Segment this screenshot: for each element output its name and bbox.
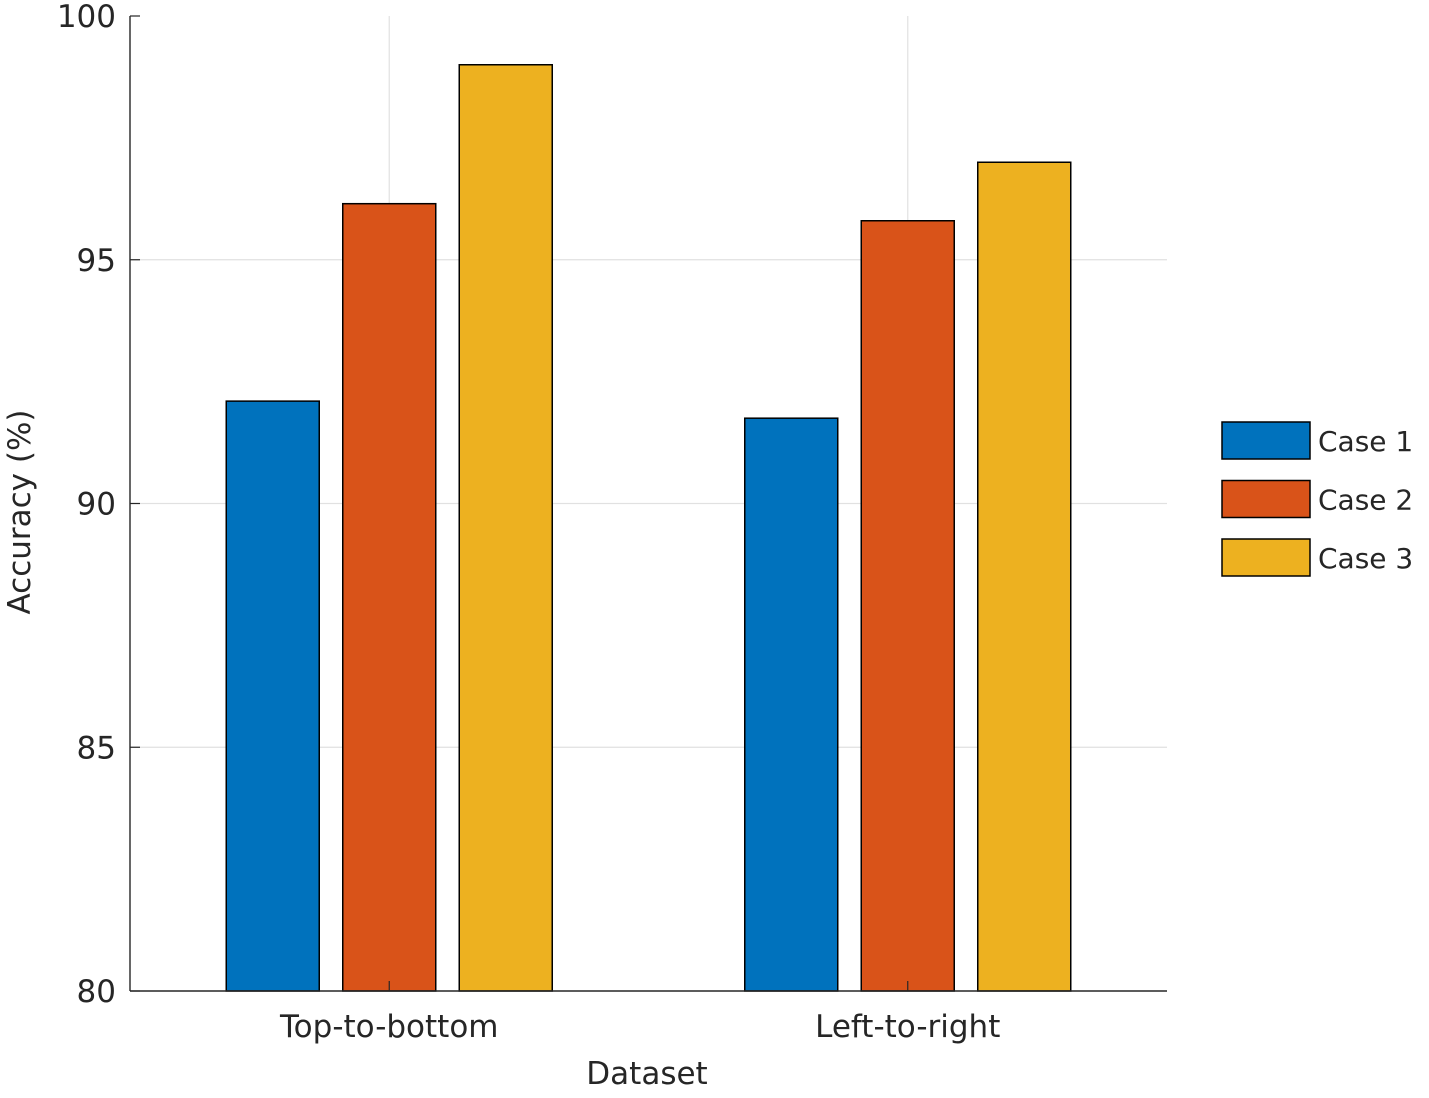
legend-label: Case 3 [1318,542,1413,575]
x-tick-label: Left-to-right [815,1009,1000,1045]
x-tick-label: Top-to-bottom [279,1009,499,1045]
y-tick-label: 95 [77,243,116,279]
legend-swatch-case-3 [1221,538,1311,577]
bar-case-3-0 [458,64,553,992]
x-axis-label: Dataset [586,1056,707,1092]
tick-labels: 80 85 90 95 100 Top-to-bottom Left-to-right [57,0,1001,1045]
legend-label: Case 1 [1318,425,1413,458]
y-axis-label: Accuracy (%) [2,409,38,614]
bar-case-1-1 [744,417,839,992]
bar-series [225,64,1072,992]
legend-swatch-case-2 [1221,479,1311,519]
bar-case-3-1 [977,161,1072,992]
axes [129,15,1167,992]
bar-case-1-0 [225,400,320,992]
y-tick-label: 85 [77,730,116,766]
y-tick-label: 90 [77,487,116,523]
y-tick-label: 100 [57,0,116,35]
bar-case-2-1 [860,220,955,992]
legend-swatch-case-1 [1221,421,1311,460]
legend-label: Case 2 [1318,484,1413,517]
bar-case-2-0 [342,202,437,992]
legend: Case 1 Case 2 Case 3 [1221,421,1413,577]
y-tick-label: 80 [77,974,116,1010]
